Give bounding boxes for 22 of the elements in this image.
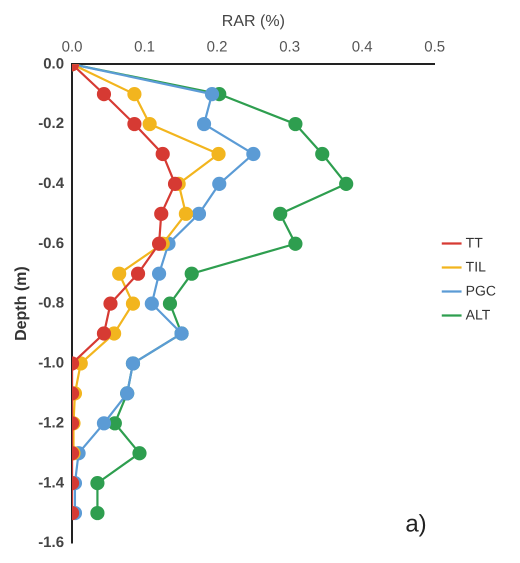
x-tick-label: 0.1 [134,38,155,56]
legend-label: ALT [466,306,491,322]
legend-label: TIL [466,258,486,274]
y-tick-label: -1.0 [38,354,64,372]
x-axis-title: RAR (%) [222,13,285,30]
x-tick-label: 0.4 [352,38,373,56]
y-tick-label: -0.2 [38,115,64,132]
legend-label: TT [466,234,484,250]
x-tick-label: 0.5 [424,38,446,56]
y-tick-label: -1.6 [38,534,64,552]
y-tick-label: 0.0 [43,55,64,72]
x-tick-label: 0.2 [206,38,228,56]
y-tick-label: -0.6 [38,234,64,252]
x-tick-label: 0.3 [279,38,300,56]
y-tick-label: -1.4 [38,474,65,492]
legend-label: PGC [466,282,496,298]
annotation: a) [405,510,427,538]
x-tick-label: 0.0 [62,38,82,56]
y-axis-title: Depth (m) [13,266,30,341]
y-tick-label: -0.4 [38,175,65,192]
y-tick-label: -1.2 [38,414,64,432]
y-tick-label: -0.8 [38,294,64,312]
